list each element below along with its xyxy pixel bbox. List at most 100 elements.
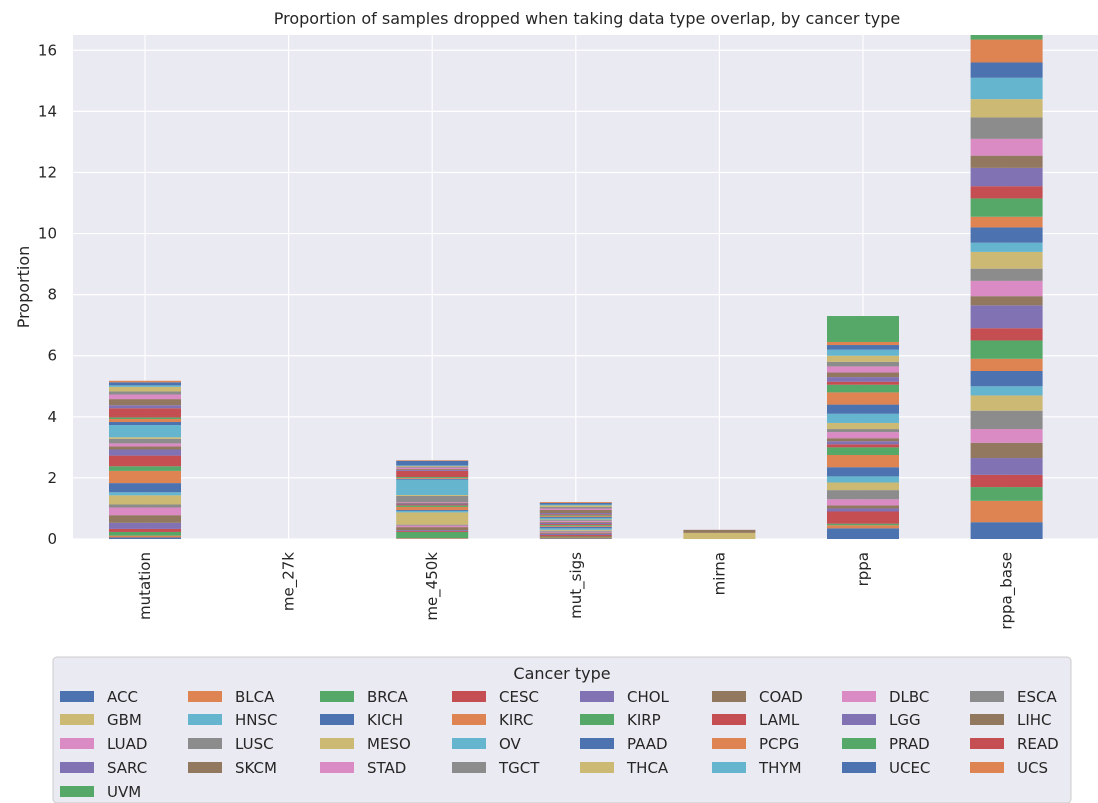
- bar-segment-brca: [827, 523, 899, 526]
- legend-swatch: [842, 691, 876, 702]
- bar-segment-laml: [109, 455, 181, 467]
- bar-segment-thym: [396, 465, 469, 466]
- bar-segment-hnsc: [109, 492, 181, 496]
- legend: Cancer type ACC BLCA BRCA CESC CHOL COAD DLBC E…: [52, 656, 1072, 803]
- bar-segment-ov: [396, 479, 469, 496]
- bar-segment-lihc: [539, 521, 612, 523]
- legend-swatch: [580, 738, 614, 749]
- legend-swatch: [188, 691, 222, 702]
- bar-segment-read: [396, 470, 469, 477]
- bar-segment-sarc: [539, 513, 612, 515]
- legend-label: UCEC: [889, 759, 930, 777]
- x-tick-label: mut_sigs: [567, 552, 586, 619]
- bar-segment-gbm: [970, 395, 1043, 411]
- bar-segment-laml: [827, 444, 899, 448]
- bar-segment-coad: [396, 527, 469, 531]
- bar-segment-ov: [539, 517, 612, 520]
- y-tick-label: 4: [47, 408, 57, 426]
- bar-segment-meso: [539, 519, 612, 521]
- legend-swatch: [320, 738, 354, 749]
- bar-segment-ucs: [970, 39, 1043, 63]
- bar-segment-lihc: [396, 502, 469, 504]
- bar-segment-pcpg: [109, 418, 181, 423]
- bar-segment-tgct: [970, 117, 1043, 139]
- bar-segment-hnsc: [827, 476, 899, 483]
- legend-label: GBM: [107, 711, 142, 729]
- legend-entries: ACC BLCA BRCA CESC CHOL COAD DLBC ESCA GBM HNSC KI…: [60, 688, 1059, 801]
- legend-swatch: [452, 714, 486, 725]
- legend-label: LUSC: [235, 735, 274, 753]
- bar-segment-meso: [970, 251, 1043, 269]
- bar-segment-kirp: [827, 447, 899, 455]
- legend-swatch: [188, 738, 222, 749]
- bar-segment-coad: [827, 505, 899, 509]
- y-tick-label: 6: [47, 347, 57, 365]
- bar-segment-coad: [970, 442, 1043, 459]
- bar-segment-blca: [827, 525, 899, 529]
- legend-label: LAML: [759, 711, 800, 729]
- legend-label: READ: [1017, 735, 1059, 753]
- bar-segment-paad: [827, 404, 899, 414]
- bar-segment-lusc: [539, 520, 612, 521]
- bar-segment-thym: [109, 385, 181, 387]
- bar-segment-esca: [970, 410, 1043, 430]
- bar-segment-chol: [539, 533, 612, 536]
- bar-segment-meso: [827, 422, 899, 430]
- legend-swatch: [60, 691, 94, 702]
- legend-swatch: [970, 714, 1004, 725]
- legend-label: LUAD: [107, 735, 147, 753]
- legend-label: PAAD: [627, 735, 668, 753]
- legend-label: CHOL: [627, 688, 670, 706]
- bar-segment-skcm: [827, 372, 899, 378]
- x-tick-label: rppa: [854, 552, 872, 586]
- bar-segment-chol: [396, 530, 469, 532]
- bars: [109, 35, 1043, 539]
- legend-label: THCA: [626, 759, 669, 777]
- legend-swatch: [320, 691, 354, 702]
- bar-segment-kirp: [539, 524, 612, 526]
- bar-segment-kirc: [539, 525, 612, 527]
- bar-segment-lgg: [396, 503, 469, 505]
- bar-segment-lgg: [539, 522, 612, 525]
- bar-segment-gbm: [827, 482, 899, 491]
- bar-segment-read: [109, 408, 181, 418]
- y-tick-label: 8: [47, 286, 57, 304]
- legend-label: LIHC: [1017, 711, 1052, 729]
- bar-segment-tgct: [539, 506, 612, 509]
- bar-segment-kirc: [109, 470, 181, 484]
- legend-swatch: [452, 762, 486, 773]
- bar-segment-luad: [970, 280, 1043, 297]
- legend-label: DLBC: [889, 688, 929, 706]
- bar-segment-lihc: [970, 296, 1043, 306]
- legend-label: OV: [499, 735, 522, 753]
- bar-segment-brca: [970, 487, 1043, 501]
- bar-segment-dlbc: [827, 499, 899, 506]
- bar-segment-ov: [827, 413, 899, 423]
- bar-segment-meso: [396, 495, 469, 496]
- bar-segment-gbm: [109, 495, 181, 505]
- legend-label: KIRC: [499, 711, 533, 729]
- x-tick-label: mirna: [710, 552, 728, 595]
- y-tick-label: 16: [38, 41, 57, 59]
- legend-swatch: [320, 762, 354, 773]
- bar-segment-kich: [396, 509, 469, 511]
- bar-segment-esca: [827, 490, 899, 500]
- x-tick-label: rppa_base: [998, 552, 1017, 630]
- bar-segment-lusc: [396, 495, 469, 503]
- bar-segment-brca: [109, 531, 181, 536]
- legend-label: ESCA: [1017, 688, 1057, 706]
- bar-segment-skcm: [683, 529, 756, 533]
- bar-segment-sarc: [109, 405, 181, 409]
- legend-label: KIRP: [627, 711, 661, 729]
- bar-segment-pcpg: [827, 392, 899, 405]
- bar-segment-lusc: [827, 429, 899, 433]
- legend-swatch: [970, 738, 1004, 749]
- bar-segment-ucec: [827, 345, 899, 350]
- bar-segment-ucec: [109, 382, 181, 386]
- legend-swatch: [452, 691, 486, 702]
- bar-segment-read: [539, 514, 612, 516]
- legend-label: COAD: [759, 688, 803, 706]
- legend-label: LGG: [889, 711, 921, 729]
- bar-segment-pcpg: [539, 516, 612, 518]
- bar-segment-prad: [396, 476, 469, 478]
